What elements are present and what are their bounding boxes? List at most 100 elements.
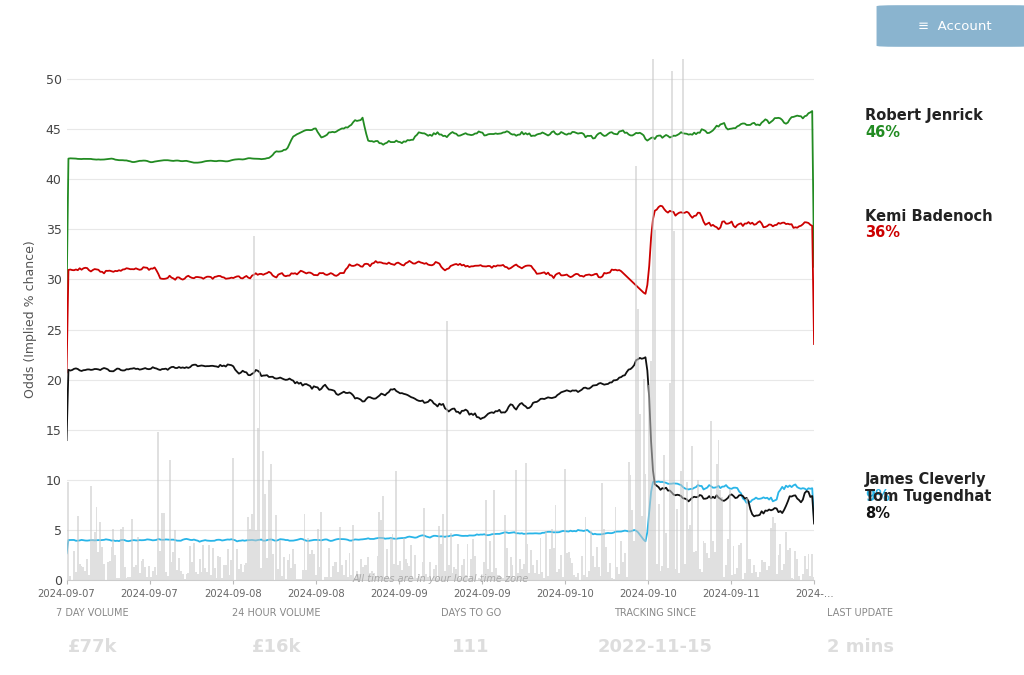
Bar [444,571,445,580]
Bar [510,557,512,580]
Bar [411,545,413,580]
Bar [532,564,534,580]
Bar [393,564,395,580]
Bar [148,566,150,580]
Text: Tom Tugendhat: Tom Tugendhat [865,489,991,504]
Bar [226,549,228,580]
Bar [368,557,369,580]
Bar [180,571,182,580]
Bar [321,512,323,580]
Bar [693,552,695,580]
Bar [673,231,675,580]
Bar [589,570,590,580]
Bar [197,574,199,580]
Bar [230,560,232,580]
Bar [465,575,467,580]
Bar [551,529,553,580]
Bar [626,577,628,580]
Bar [375,576,377,580]
Bar [560,555,562,580]
Bar [380,520,382,580]
Bar [251,514,253,580]
Bar [330,577,332,580]
Bar [429,562,431,580]
Bar [547,576,549,580]
Bar [373,573,375,580]
Bar [697,480,698,580]
Bar [729,489,731,580]
Bar [171,562,172,580]
Bar [138,573,140,580]
Bar [167,576,169,580]
Bar [633,541,635,580]
Bar [624,553,626,580]
Bar [150,577,152,580]
Bar [127,577,129,580]
Bar [169,460,171,580]
Bar [99,522,101,580]
Bar [770,529,772,580]
Bar [183,579,185,580]
Bar [391,534,393,580]
Bar [278,570,280,580]
Bar [109,561,111,580]
Bar [493,490,495,580]
Bar [420,579,422,580]
Bar [811,554,813,580]
Bar [135,565,137,580]
Bar [745,497,748,580]
Bar [573,575,575,580]
Bar [795,551,797,580]
Bar [743,573,745,580]
Bar [122,527,124,580]
Bar [635,166,637,580]
Bar [571,563,573,580]
Bar [731,574,732,580]
Bar [204,568,206,580]
Bar [575,577,578,580]
Text: 111: 111 [453,638,489,656]
Bar [742,578,743,580]
Bar [414,556,416,580]
Bar [447,565,450,580]
Bar [487,569,489,580]
Bar [630,475,632,580]
Bar [161,513,163,580]
Bar [337,572,339,580]
Bar [193,543,195,580]
Bar [556,572,558,580]
Bar [495,568,497,580]
Bar [544,578,545,580]
Bar [364,565,366,580]
Bar [734,574,736,580]
Bar [590,531,592,580]
Bar [710,421,712,580]
Bar [311,550,313,580]
Bar [545,531,547,580]
Bar [809,576,811,580]
Bar [178,558,180,580]
Bar [176,570,178,580]
Bar [664,455,666,580]
Bar [94,532,95,580]
Bar [199,559,201,580]
Bar [644,475,646,580]
Bar [81,566,83,580]
Bar [474,556,476,580]
Bar [174,530,176,580]
Bar [754,565,755,580]
Bar [622,562,624,580]
Bar [280,540,281,580]
Bar [600,576,601,580]
Bar [287,560,289,580]
Bar [459,578,461,580]
Bar [195,572,197,580]
Bar [75,572,77,580]
Bar [208,545,210,580]
Bar [409,566,411,580]
Bar [189,546,191,580]
Bar [515,470,517,580]
Bar [116,578,118,580]
Bar [83,566,84,580]
Bar [397,565,399,580]
